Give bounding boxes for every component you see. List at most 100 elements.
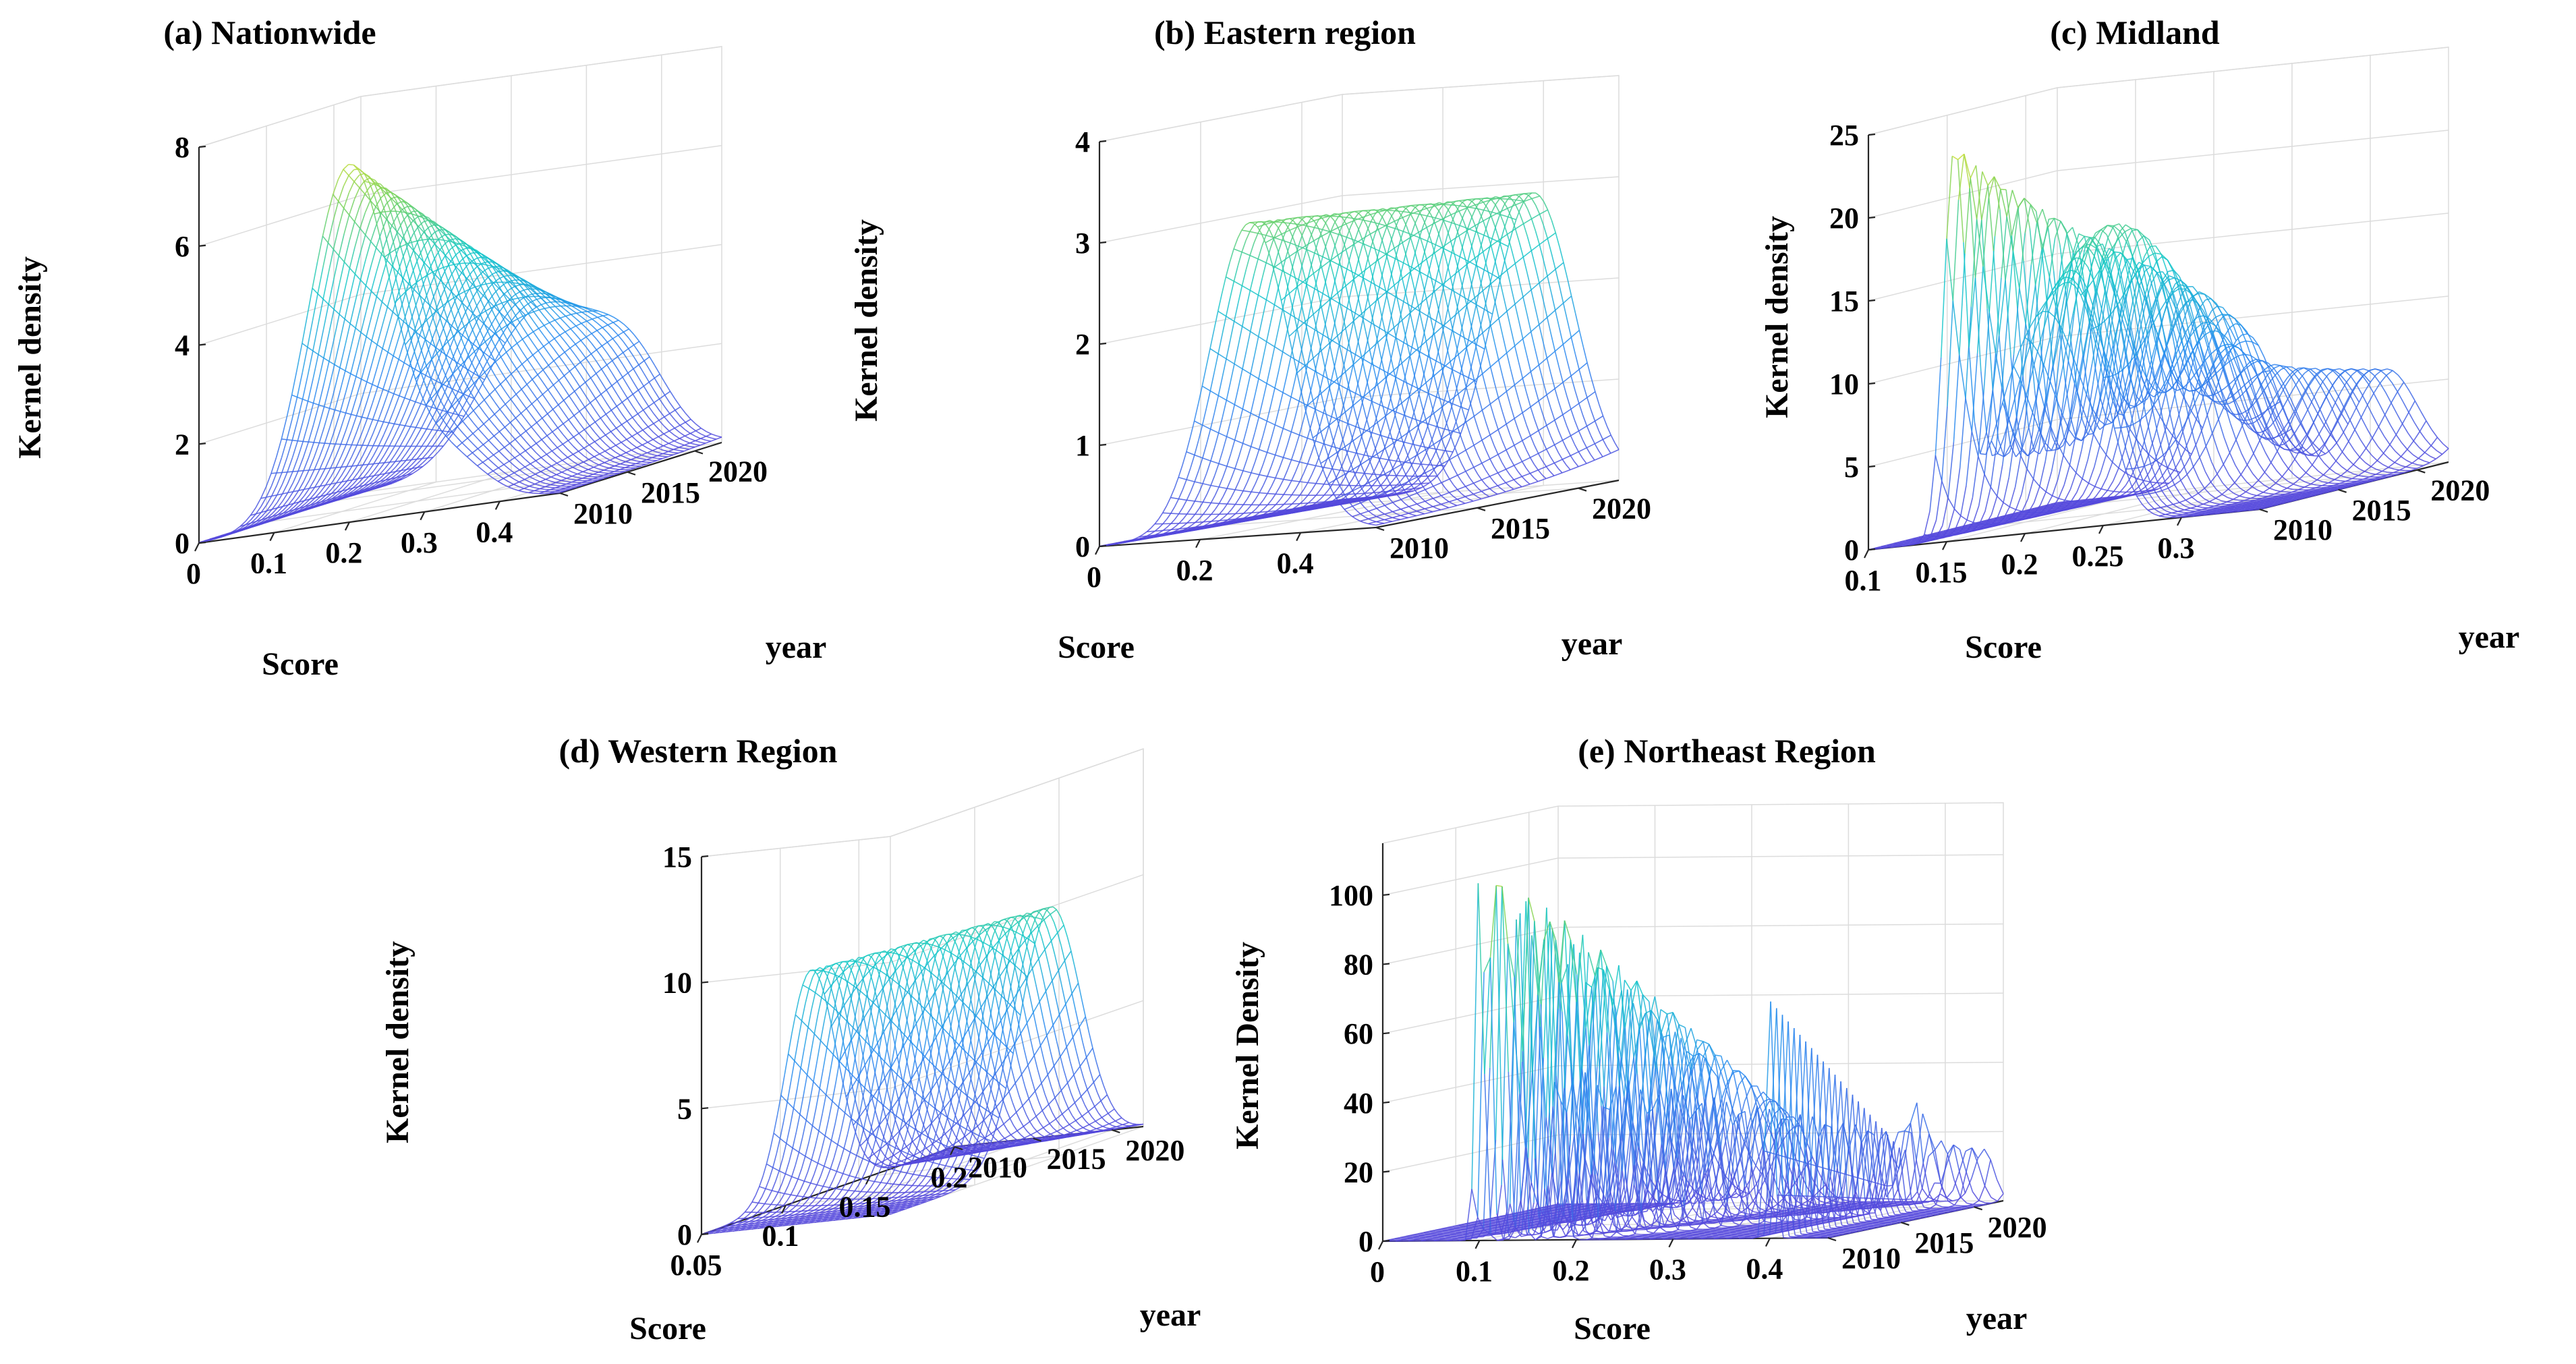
- mesh-segment: [552, 441, 558, 449]
- mesh-segment: [318, 329, 324, 355]
- mesh-segment: [590, 402, 596, 411]
- mesh-segment: [1430, 214, 1435, 223]
- mesh-segment: [1230, 504, 1236, 510]
- mesh-segment: [571, 312, 577, 315]
- mesh-segment: [659, 395, 666, 399]
- mesh-segment: [426, 445, 433, 453]
- mesh-segment: [553, 372, 560, 381]
- mesh-segment: [641, 459, 647, 463]
- mesh-segment: [563, 395, 570, 401]
- mesh-segment: [339, 345, 346, 368]
- mesh-segment: [476, 255, 482, 264]
- mesh-segment: [553, 356, 560, 362]
- mesh-segment: [302, 375, 308, 399]
- mesh-segment: [396, 478, 403, 482]
- mesh-segment: [1385, 335, 1391, 353]
- mesh-segment: [297, 422, 304, 441]
- mesh-segment: [331, 482, 337, 490]
- mesh-segment: [626, 430, 633, 437]
- mesh-segment: [575, 325, 582, 332]
- mesh-segment: [407, 250, 414, 264]
- mesh-segment: [498, 287, 505, 295]
- mesh-segment: [705, 441, 712, 444]
- mesh-segment: [525, 430, 532, 438]
- mesh-segment: [334, 341, 341, 365]
- mesh-segment: [447, 405, 453, 413]
- mesh-segment: [604, 459, 610, 463]
- mesh-segment: [628, 337, 635, 345]
- mesh-segment: [674, 424, 681, 429]
- mesh-segment: [621, 434, 627, 440]
- mesh-segment: [381, 301, 388, 308]
- mesh-segment: [1486, 232, 1492, 246]
- mesh-segment: [1533, 477, 1539, 482]
- z-tick-label: 4: [175, 329, 190, 362]
- mesh-segment: [1477, 474, 1483, 480]
- mesh-segment: [585, 333, 592, 338]
- mesh-segment: [1558, 367, 1564, 382]
- mesh-segment: [371, 320, 378, 341]
- mesh-segment: [552, 420, 559, 428]
- mesh-segment: [1570, 409, 1576, 421]
- mesh-segment: [335, 444, 342, 457]
- mesh-segment: [1457, 455, 1462, 464]
- mesh-segment: [430, 380, 437, 394]
- mesh-segment: [1414, 206, 1419, 212]
- mesh-segment: [364, 200, 371, 213]
- mesh-segment: [637, 402, 644, 411]
- mesh-segment: [471, 258, 478, 262]
- mesh-segment: [599, 451, 606, 455]
- mesh-segment: [584, 402, 591, 408]
- mesh-segment: [616, 424, 623, 429]
- mesh-segment: [1501, 376, 1508, 392]
- mesh-segment: [1513, 479, 1518, 484]
- mesh-segment: [313, 443, 320, 458]
- mesh-segment: [366, 381, 373, 385]
- mesh-segment: [1558, 402, 1564, 415]
- mesh-segment: [1377, 384, 1382, 401]
- mesh-segment: [482, 458, 489, 463]
- mesh-segment: [382, 330, 389, 349]
- mesh-segment: [297, 440, 304, 443]
- mesh-segment: [606, 341, 613, 349]
- mesh-segment: [347, 479, 353, 486]
- mesh-segment: [552, 404, 559, 410]
- mesh-segment: [626, 420, 633, 428]
- mesh-segment: [347, 484, 353, 490]
- mesh-segment: [383, 421, 389, 424]
- mesh-segment: [350, 397, 357, 415]
- mesh-segment: [1574, 420, 1580, 432]
- mesh-segment: [500, 342, 507, 353]
- mesh-segment: [335, 409, 341, 412]
- mesh-segment: [600, 381, 607, 391]
- mesh-segment: [355, 332, 362, 353]
- mesh-segment: [1246, 446, 1252, 460]
- mesh-segment: [1538, 364, 1544, 381]
- mesh-segment: [351, 431, 357, 445]
- mesh-segment: [1465, 486, 1470, 491]
- mesh-segment: [297, 470, 304, 482]
- mesh-segment: [573, 411, 580, 416]
- mesh-segment: [589, 441, 596, 446]
- mesh-segment: [600, 389, 607, 395]
- mesh-segment: [382, 372, 389, 390]
- mesh-segment: [507, 275, 514, 283]
- mesh-segment: [427, 452, 434, 459]
- mesh-segment: [575, 318, 582, 324]
- mesh-segment: [675, 406, 681, 411]
- mesh-segment: [577, 306, 583, 308]
- mesh-segment: [422, 239, 428, 241]
- mesh-segment: [389, 423, 395, 436]
- mesh-segment: [469, 262, 476, 275]
- mesh-segment: [706, 430, 712, 435]
- mesh-segment: [1366, 247, 1372, 262]
- mesh-segment: [578, 429, 585, 434]
- chart-title: (a) Nationwide: [163, 13, 376, 51]
- mesh-segment: [1466, 207, 1472, 216]
- mesh-segment: [523, 281, 530, 287]
- mesh-segment: [500, 378, 507, 385]
- mesh-segment: [420, 375, 426, 389]
- mesh-segment: [1480, 349, 1485, 366]
- mesh-segment: [567, 457, 573, 462]
- mesh-segment: [366, 340, 372, 361]
